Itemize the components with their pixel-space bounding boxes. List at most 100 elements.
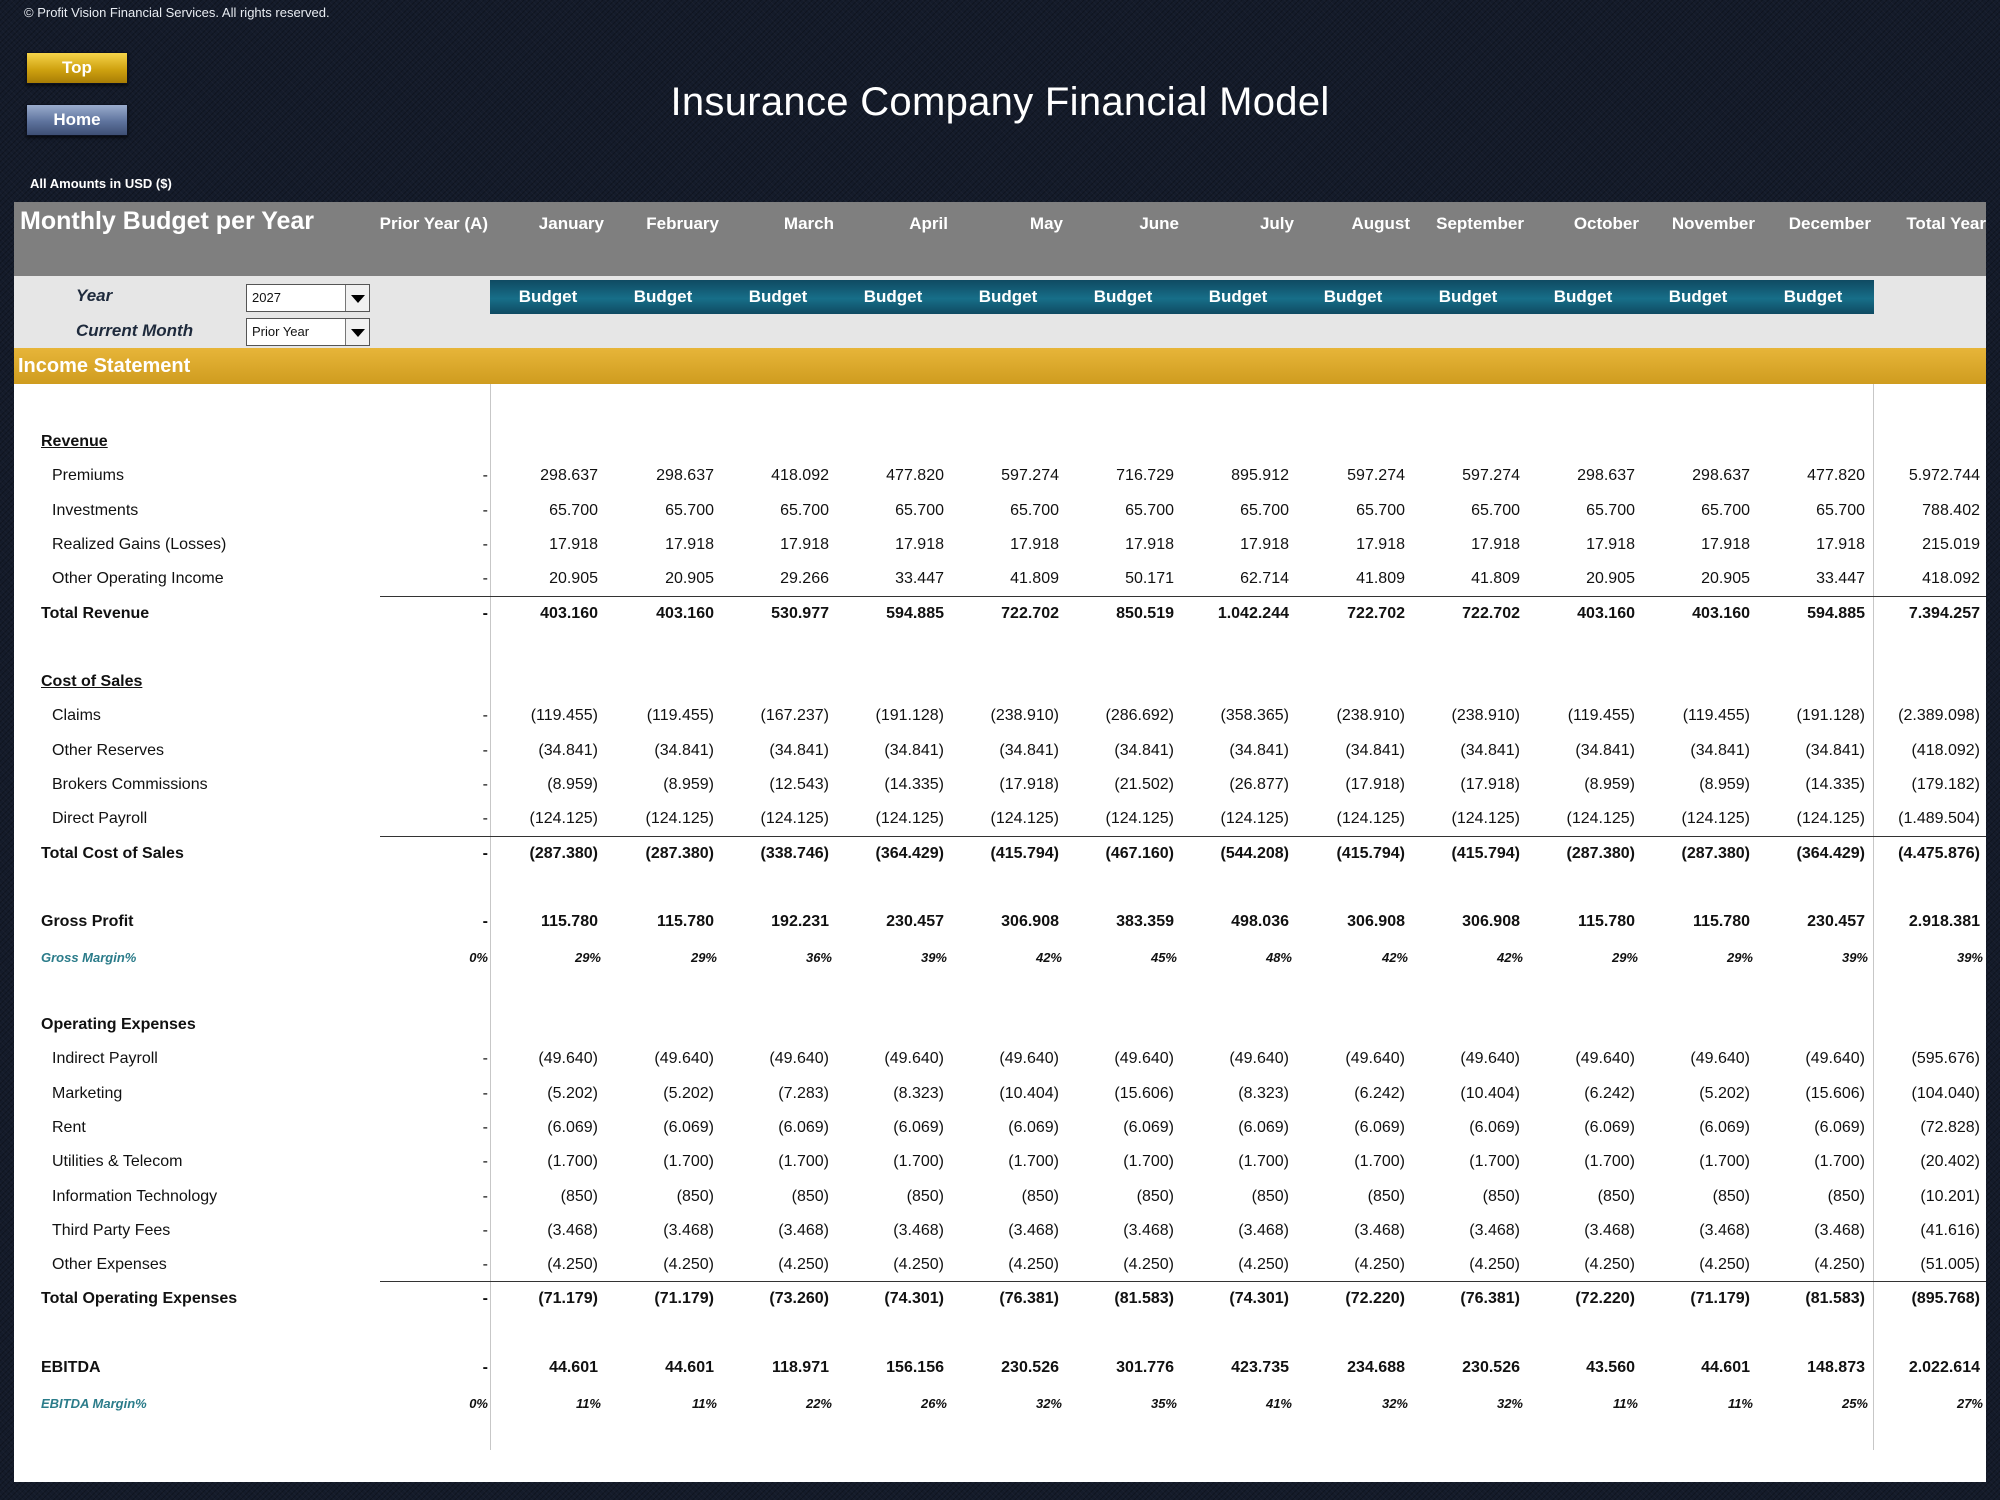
table-cell: (8.959) [1584, 776, 1635, 793]
column-header: June [1139, 214, 1179, 233]
income-statement-band: Income Statement [14, 348, 1986, 384]
table-cell: (6.069) [547, 1119, 598, 1136]
home-button[interactable]: Home [26, 104, 128, 136]
table-cell: (850) [906, 1188, 944, 1205]
table-cell: 20.905 [665, 570, 714, 587]
table-row: Brokers Commissions - (8.959) (8.959) (12.54… [14, 767, 1986, 801]
table-cell: 65.700 [1471, 502, 1520, 519]
top-button[interactable]: Top [26, 52, 128, 84]
row-label: EBITDA [41, 1359, 101, 1376]
table-cell: 62.714 [1240, 570, 1289, 587]
table-cell: (8.323) [893, 1085, 944, 1102]
table-cell: (4.250) [547, 1256, 598, 1273]
table-cell: (5.202) [663, 1085, 714, 1102]
row-label: Indirect Payroll [52, 1050, 158, 1067]
table-cell: - [482, 1256, 488, 1273]
copyright-notice: © Profit Vision Financial Services. All … [24, 5, 330, 20]
row-label: Operating Expenses [41, 1016, 196, 1033]
table-cell: 29% [690, 950, 717, 965]
table-cell: 230.526 [1462, 1359, 1520, 1376]
budget-label: Budget [518, 287, 578, 306]
row-label: Total Revenue [41, 605, 150, 622]
row-label: Premiums [52, 467, 125, 484]
budget-label: Budget [1093, 287, 1153, 306]
budget-label: Budget [978, 287, 1038, 306]
table-cell: 716.729 [1116, 467, 1174, 484]
table-cell: 65.700 [549, 502, 598, 519]
table-cell: 115.780 [657, 913, 714, 930]
table-cell: 298.637 [1577, 467, 1635, 484]
table-cell: (124.125) [1796, 810, 1866, 827]
table-cell: (124.125) [875, 810, 945, 827]
chevron-down-icon[interactable] [345, 319, 369, 345]
table-cell: - [482, 536, 488, 553]
table-cell: (4.250) [1469, 1256, 1520, 1273]
table-cell: 39% [1841, 950, 1868, 965]
table-cell: 234.688 [1347, 1359, 1405, 1376]
table-cell: (3.468) [1699, 1222, 1750, 1239]
table-cell: 17.918 [1701, 536, 1750, 553]
table-cell: (124.125) [1566, 810, 1636, 827]
table-cell: 0% [469, 1396, 488, 1411]
table-cell: 33.447 [1816, 570, 1865, 587]
table-cell: 65.700 [1356, 502, 1405, 519]
column-header-band: Monthly Budget per Year Prior Year (A) Ja… [14, 202, 1986, 276]
current-month-dropdown[interactable]: Prior Year [246, 318, 370, 346]
table-cell: (8.959) [547, 776, 598, 793]
table-cell: (119.455) [530, 707, 598, 724]
table-cell: (1.700) [663, 1153, 714, 1170]
table-cell: - [482, 1050, 488, 1067]
table-row: Other Expenses - (4.250) (4.250) (4.250) (4.2… [14, 1247, 1986, 1281]
chevron-down-icon[interactable] [345, 285, 369, 311]
table-cell: 5.972.744 [1908, 467, 1980, 484]
table-cell: (10.404) [999, 1085, 1059, 1102]
column-header: August [1351, 214, 1410, 233]
budget-label: Budget [1438, 287, 1498, 306]
table-cell: (595.676) [1911, 1050, 1981, 1067]
table-cell: 65.700 [665, 502, 714, 519]
table-cell: 39% [920, 950, 947, 965]
table-cell: (3.468) [1469, 1222, 1520, 1239]
table-cell: 42% [1035, 950, 1062, 965]
table-cell: 65.700 [1240, 502, 1289, 519]
table-cell: (34.841) [884, 742, 944, 759]
table-row: Rent - (6.069) (6.069) (6.069) (6.069) (6.069)… [14, 1110, 1986, 1144]
table-cell: (49.640) [654, 1050, 714, 1067]
year-label: Year [76, 286, 113, 305]
table-row: Gross Margin% 0% 29% 29% 36% 39% 42% 45% 48% 42% 4… [14, 938, 1986, 972]
column-divider [490, 384, 491, 1450]
table-row: EBITDA Margin% 0% 11% 11% 22% 26% 32% 35% 41% 32%… [14, 1384, 1986, 1418]
table-cell: - [482, 1153, 488, 1170]
table-cell: (467.160) [1105, 845, 1175, 862]
table-cell: (71.179) [538, 1290, 598, 1307]
table-cell: 41% [1265, 1396, 1292, 1411]
table-cell: (850) [1827, 1188, 1865, 1205]
budget-label: Budget [633, 287, 693, 306]
table-cell: (415.794) [1451, 845, 1521, 862]
year-dropdown[interactable]: 2027 [246, 284, 370, 312]
table-cell: 118.971 [772, 1359, 829, 1376]
table-cell: - [482, 605, 488, 622]
table-row: Operating Expenses [14, 1007, 1986, 1041]
table-cell: 597.274 [1001, 467, 1059, 484]
table-cell: (124.125) [529, 810, 599, 827]
table-cell: 44.601 [665, 1359, 714, 1376]
row-label: Investments [52, 502, 139, 519]
table-cell: (3.468) [1123, 1222, 1174, 1239]
table-cell: 65.700 [1701, 502, 1750, 519]
table-cell: 11% [1612, 1396, 1638, 1411]
table-cell: 36% [805, 950, 832, 965]
column-header: April [909, 214, 948, 233]
table-cell: (287.380) [1681, 845, 1751, 862]
table-cell: (191.128) [1796, 707, 1866, 724]
table-cell: 306.908 [1001, 913, 1059, 930]
table-cell: (34.841) [1805, 742, 1865, 759]
table-cell: - [482, 810, 488, 827]
table-cell: (1.489.504) [1898, 810, 1980, 827]
table-cell: 32% [1496, 1396, 1523, 1411]
table-cell: 48% [1265, 950, 1292, 965]
table-cell: 403.160 [656, 605, 714, 622]
table-cell: (8.959) [1699, 776, 1750, 793]
table-cell: 17.918 [1125, 536, 1174, 553]
table-cell: (34.841) [1114, 742, 1174, 759]
